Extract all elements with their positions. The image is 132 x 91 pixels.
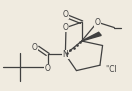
- Text: O: O: [32, 43, 38, 52]
- Text: N: N: [62, 50, 68, 59]
- Text: O: O: [94, 18, 100, 27]
- Polygon shape: [82, 32, 101, 41]
- Text: O: O: [63, 23, 69, 32]
- Text: O: O: [63, 10, 69, 19]
- Text: O: O: [45, 64, 51, 73]
- Text: ''Cl: ''Cl: [105, 65, 117, 74]
